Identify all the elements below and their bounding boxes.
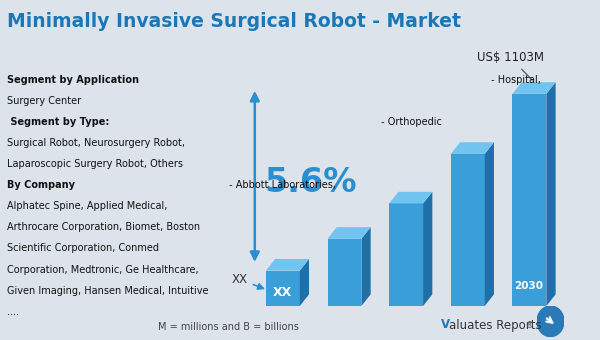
Text: V: V — [441, 319, 450, 332]
Text: XX: XX — [273, 286, 292, 299]
Polygon shape — [300, 259, 309, 306]
Text: Arthrocare Corporation, Biomet, Boston: Arthrocare Corporation, Biomet, Boston — [7, 222, 200, 232]
Text: Segment by Application: Segment by Application — [7, 75, 139, 85]
Text: Scientific Corporation, Conmed: Scientific Corporation, Conmed — [7, 243, 159, 253]
Text: - Abbott Laboratories,: - Abbott Laboratories, — [226, 180, 335, 190]
Text: By Company: By Company — [7, 180, 75, 190]
Text: US$ 1103M: US$ 1103M — [478, 51, 544, 80]
Text: Surgical Robot, Neurosurgery Robot,: Surgical Robot, Neurosurgery Robot, — [7, 138, 185, 148]
Polygon shape — [423, 192, 433, 306]
FancyBboxPatch shape — [451, 154, 485, 306]
Polygon shape — [266, 259, 309, 271]
Text: - Orthopedic: - Orthopedic — [379, 117, 442, 127]
Polygon shape — [389, 192, 433, 203]
Polygon shape — [547, 82, 556, 306]
Text: ®: ® — [526, 321, 534, 330]
Text: 2030: 2030 — [514, 281, 544, 291]
FancyBboxPatch shape — [389, 203, 423, 306]
Polygon shape — [328, 227, 371, 239]
Text: - Hospital,: - Hospital, — [488, 75, 541, 85]
Text: XX: XX — [232, 273, 263, 289]
Text: Corporation, Medtronic, Ge Healthcare,: Corporation, Medtronic, Ge Healthcare, — [7, 265, 199, 274]
Text: Laparoscopic Surgery Robot, Others: Laparoscopic Surgery Robot, Others — [7, 159, 183, 169]
Text: Segment by Type:: Segment by Type: — [7, 117, 110, 127]
Circle shape — [537, 306, 564, 337]
Polygon shape — [451, 142, 494, 154]
Text: Given Imaging, Hansen Medical, Intuitive: Given Imaging, Hansen Medical, Intuitive — [7, 286, 209, 295]
FancyBboxPatch shape — [266, 271, 300, 306]
Text: ....: .... — [7, 307, 19, 317]
Text: M = millions and B = billions: M = millions and B = billions — [158, 322, 298, 332]
Text: Surgery Center: Surgery Center — [7, 96, 82, 106]
Text: aluates Reports: aluates Reports — [449, 319, 541, 332]
Text: Minimally Invasive Surgical Robot - Market: Minimally Invasive Surgical Robot - Mark… — [7, 12, 461, 31]
FancyBboxPatch shape — [328, 239, 361, 306]
Polygon shape — [361, 227, 371, 306]
Text: Alphatec Spine, Applied Medical,: Alphatec Spine, Applied Medical, — [7, 201, 167, 211]
Text: 5.6%: 5.6% — [264, 166, 356, 199]
Polygon shape — [512, 82, 556, 94]
FancyBboxPatch shape — [512, 94, 547, 306]
Polygon shape — [485, 142, 494, 306]
